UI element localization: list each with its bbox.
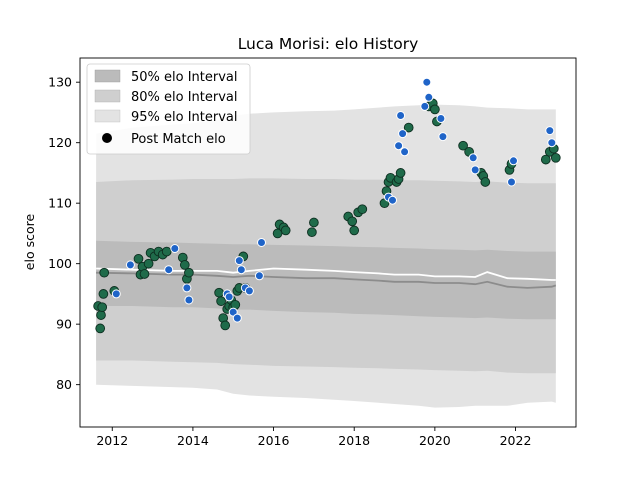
post-match-point — [400, 147, 410, 157]
x-tick-label: 2022 — [500, 433, 532, 448]
match-point — [220, 320, 231, 331]
match-point — [139, 269, 150, 279]
post-match-point — [170, 244, 180, 253]
legend-marker-post-match — [102, 133, 112, 143]
legend-label-80: 80% elo Interval — [131, 90, 238, 105]
post-match-point — [394, 141, 404, 151]
expected-elo-line — [96, 267, 556, 281]
legend-label-50: 50% elo Interval — [131, 70, 238, 85]
x-tick-label: 2012 — [96, 433, 128, 448]
elo-lines — [96, 267, 557, 289]
post-match-point — [388, 195, 397, 205]
match-point — [280, 225, 291, 236]
post-match-point — [228, 307, 238, 317]
chart-title: Luca Morisi: elo History — [238, 35, 419, 53]
post-match-point — [257, 238, 266, 247]
match-point — [540, 154, 551, 165]
match-point — [550, 152, 561, 163]
match-point — [214, 287, 224, 298]
y-axis-label: elo score — [22, 214, 37, 271]
y-tick-label: 120 — [48, 135, 72, 150]
y-tick-label: 100 — [48, 256, 72, 271]
match-point — [309, 217, 319, 228]
post-match-point — [125, 260, 135, 270]
x-tick-label: 2016 — [258, 433, 290, 448]
post-match-point — [254, 271, 264, 281]
post-match-point — [436, 114, 446, 123]
plot-frame — [79, 57, 577, 428]
band-50 — [96, 240, 556, 320]
legend-frame — [86, 63, 251, 155]
post-match-point — [547, 138, 557, 148]
match-point — [216, 296, 226, 307]
legend-swatch-50 — [94, 69, 121, 83]
x-tick-label: 2018 — [338, 433, 370, 448]
match-point — [349, 225, 360, 236]
post-match-point — [468, 153, 478, 163]
match-point — [143, 258, 154, 269]
match-point — [96, 310, 106, 320]
legend: 50% elo Interval 80% elo Interval 95% el… — [86, 63, 251, 155]
match-point — [95, 323, 106, 334]
post-match-point — [438, 132, 448, 142]
match-point — [458, 140, 468, 151]
x-tick-label: 2014 — [177, 433, 209, 448]
y-tick-label: 80 — [56, 377, 72, 392]
legend-swatch-95 — [94, 109, 121, 123]
post-match-point — [422, 77, 432, 87]
post-match-point — [470, 165, 480, 175]
post-match-point — [396, 111, 406, 120]
match-point — [403, 122, 414, 133]
match-point — [480, 177, 491, 187]
match-point — [97, 302, 108, 313]
match-point — [357, 204, 368, 215]
interval-bands — [96, 104, 556, 408]
match-point — [179, 260, 190, 270]
post-match-point — [182, 283, 192, 293]
match-point — [307, 227, 317, 238]
post-match-point — [236, 265, 246, 275]
post-match-point — [234, 256, 244, 266]
post-match-point — [420, 101, 430, 111]
x-axis: 2012 2014 2016 2018 2020 2022 — [96, 427, 531, 448]
legend-label-post-match: Post Match elo — [131, 132, 226, 147]
match-point — [347, 216, 358, 227]
y-axis: 80 90 100 110 120 130 — [48, 75, 80, 392]
y-tick-label: 110 — [48, 196, 72, 211]
match-point — [184, 267, 194, 278]
post-match-point — [244, 286, 254, 296]
match-point — [161, 246, 172, 257]
post-match-point — [398, 129, 408, 139]
match-point — [133, 253, 144, 264]
match-point — [395, 168, 406, 178]
post-match-point — [507, 177, 516, 187]
legend-label-95: 95% elo Interval — [131, 110, 238, 125]
legend-swatch-80 — [94, 89, 121, 103]
post-match-point — [424, 92, 434, 102]
mean-elo-line — [96, 271, 557, 289]
post-match-point — [111, 289, 121, 299]
match-point — [430, 104, 440, 115]
post-match-point — [509, 156, 518, 166]
post-match-point — [545, 126, 555, 136]
y-tick-label: 90 — [56, 317, 72, 332]
post-match-point — [184, 295, 194, 305]
post-match-point — [164, 265, 174, 275]
x-tick-label: 2020 — [419, 433, 451, 448]
post-match-point — [232, 313, 242, 323]
match-point — [98, 289, 109, 299]
y-tick-label: 130 — [48, 75, 72, 90]
match-points — [93, 77, 561, 334]
match-point — [99, 267, 110, 278]
post-match-point — [224, 292, 234, 302]
